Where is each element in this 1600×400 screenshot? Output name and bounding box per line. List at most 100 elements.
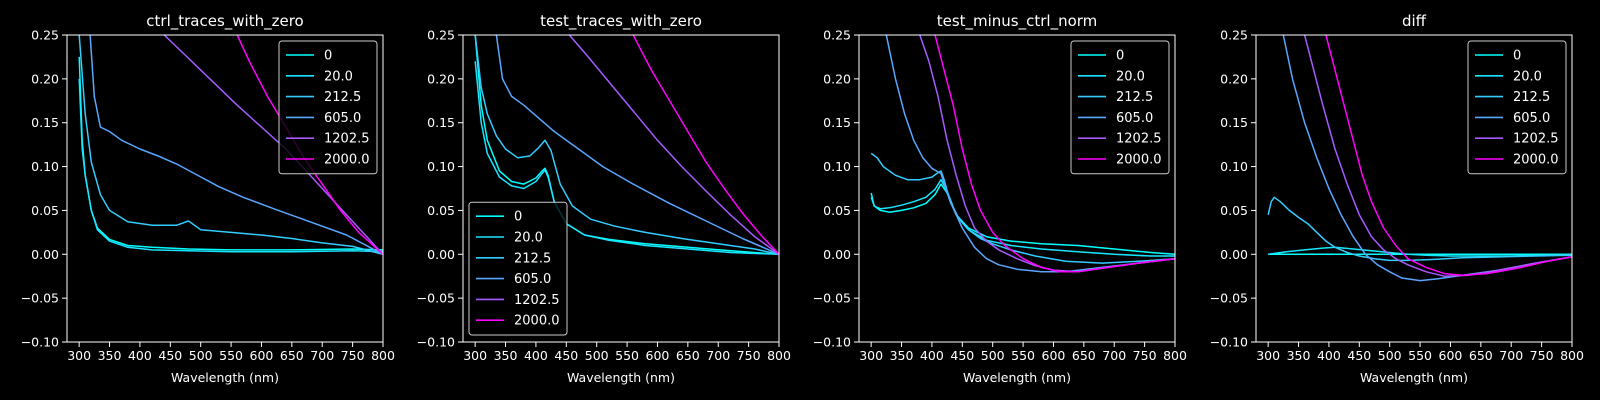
y-tick-label: 0.05 [31,203,59,218]
series-line-20-0 [78,78,383,253]
x-tick-label: 450 [1347,348,1371,363]
x-tick-label: 800 [1163,348,1187,363]
y-tick-label: 0.20 [31,71,59,86]
y-tick-label: 0.00 [823,247,851,262]
legend-label: 212.5 [324,90,361,105]
x-axis-label: Wavelength (nm) [1360,370,1468,385]
x-tick-label: 650 [280,348,304,363]
legend-label: 1202.5 [1116,132,1162,147]
x-tick-label: 550 [1011,348,1035,363]
y-tick-label: 0.10 [31,159,59,174]
legend: 0 20.0 212.5 605.0 1202.5 2000.0 [1467,40,1567,175]
x-tick-label: 350 [890,348,914,363]
legend-box [278,40,378,175]
legend: 0 20.0 212.5 605.0 1202.5 2000.0 [468,201,568,336]
legend: 0 20.0 212.5 605.0 1202.5 2000.0 [1070,40,1170,175]
series-line-2000-0 [934,35,1175,273]
legend-label: 605.0 [1513,111,1550,126]
y-tick-label: 0.20 [823,71,851,86]
x-tick-label: 300 [463,348,487,363]
legend-label: 20.0 [1513,69,1542,84]
legend-label: 1202.5 [324,132,370,147]
series-line-20-0 [474,61,779,256]
legend-box [1070,40,1170,175]
chart-panel-4: 300 350 400 450 500 550 600 650 700 750 800 −0.10 −0… [1210,12,1584,385]
legend-label: 0 [324,49,332,64]
x-tick-label: 650 [1072,348,1096,363]
x-tick-label: 500 [189,348,213,363]
legend-label: 20.0 [324,69,353,84]
y-tick-label: 0.15 [1220,115,1248,130]
y-tick-label: −0.05 [21,291,59,306]
legend-label: 0 [514,210,522,225]
legend-label: 0 [1116,49,1124,64]
chart-panel-2: 300 350 400 450 500 550 600 650 700 750 800 −0.10 −0… [417,12,791,385]
series-line-20-0 [1268,246,1572,257]
series-line-212-5 [1267,196,1572,262]
legend-label: 2000.0 [514,314,560,329]
x-tick-label: 300 [1256,348,1280,363]
y-tick-label: 0.25 [823,28,851,43]
x-tick-label: 800 [1560,348,1584,363]
x-tick-label: 800 [371,348,395,363]
x-tick-label: 700 [1102,348,1126,363]
x-tick-label: 700 [706,348,730,363]
chart-title: test_minus_ctrl_norm [937,12,1098,31]
y-tick-label: 0.20 [1220,71,1248,86]
chart-panel-1: 300 350 400 450 500 550 600 650 700 750 800 −0.10 −0… [21,12,395,385]
x-tick-label: 750 [1530,348,1554,363]
series-line-20-0 [870,178,1175,257]
y-tick-label: 0.15 [427,115,455,130]
x-tick-label: 650 [676,348,700,363]
legend-label: 2000.0 [1513,153,1559,168]
y-tick-label: 0.10 [1220,159,1248,174]
x-tick-label: 300 [859,348,883,363]
y-tick-label: 0.15 [823,115,851,130]
legend-label: 605.0 [324,111,361,126]
series-line-605-0 [89,35,383,255]
x-tick-label: 400 [524,348,548,363]
x-tick-label: 350 [98,348,122,363]
axes-frame [66,34,384,343]
y-tick-label: 0.00 [1220,247,1248,262]
y-tick-label: −0.10 [417,335,455,350]
y-tick-label: −0.10 [813,335,851,350]
x-tick-label: 450 [950,348,974,363]
x-tick-label: 550 [219,348,243,363]
y-tick-label: 0.00 [31,247,59,262]
series-line-2000-0 [632,35,779,255]
chart-title: test_traces_with_zero [540,12,702,31]
x-tick-label: 600 [1042,348,1066,363]
legend-label: 2000.0 [1116,153,1162,168]
x-tick-label: 750 [1133,348,1157,363]
y-tick-label: 0.15 [31,115,59,130]
x-tick-label: 500 [1378,348,1402,363]
axes-frame [1255,34,1573,343]
legend-label: 1202.5 [514,293,560,308]
y-tick-label: −0.10 [1210,335,1248,350]
axes-frame [858,34,1176,343]
x-tick-label: 800 [767,348,791,363]
legend-label: 212.5 [514,251,551,266]
y-tick-label: 0.05 [1220,203,1248,218]
x-tick-label: 600 [250,348,274,363]
chart-title: ctrl_traces_with_zero [146,12,303,31]
x-tick-label: 600 [1439,348,1463,363]
legend-label: 20.0 [514,231,543,246]
series-line-605-0 [495,35,779,255]
y-tick-label: 0.10 [823,159,851,174]
x-tick-label: 400 [128,348,152,363]
legend-label: 212.5 [1116,90,1153,105]
y-tick-label: 0.05 [427,203,455,218]
chart-title: diff [1402,12,1427,30]
series-line-212-5 [78,35,383,256]
series-line-0 [870,183,1175,256]
legend-label: 212.5 [1513,90,1550,105]
x-tick-label: 300 [67,348,91,363]
x-tick-label: 450 [158,348,182,363]
y-tick-label: 0.25 [31,28,59,43]
y-tick-label: 0.25 [427,28,455,43]
y-tick-label: −0.05 [1210,291,1248,306]
x-tick-label: 700 [1499,348,1523,363]
